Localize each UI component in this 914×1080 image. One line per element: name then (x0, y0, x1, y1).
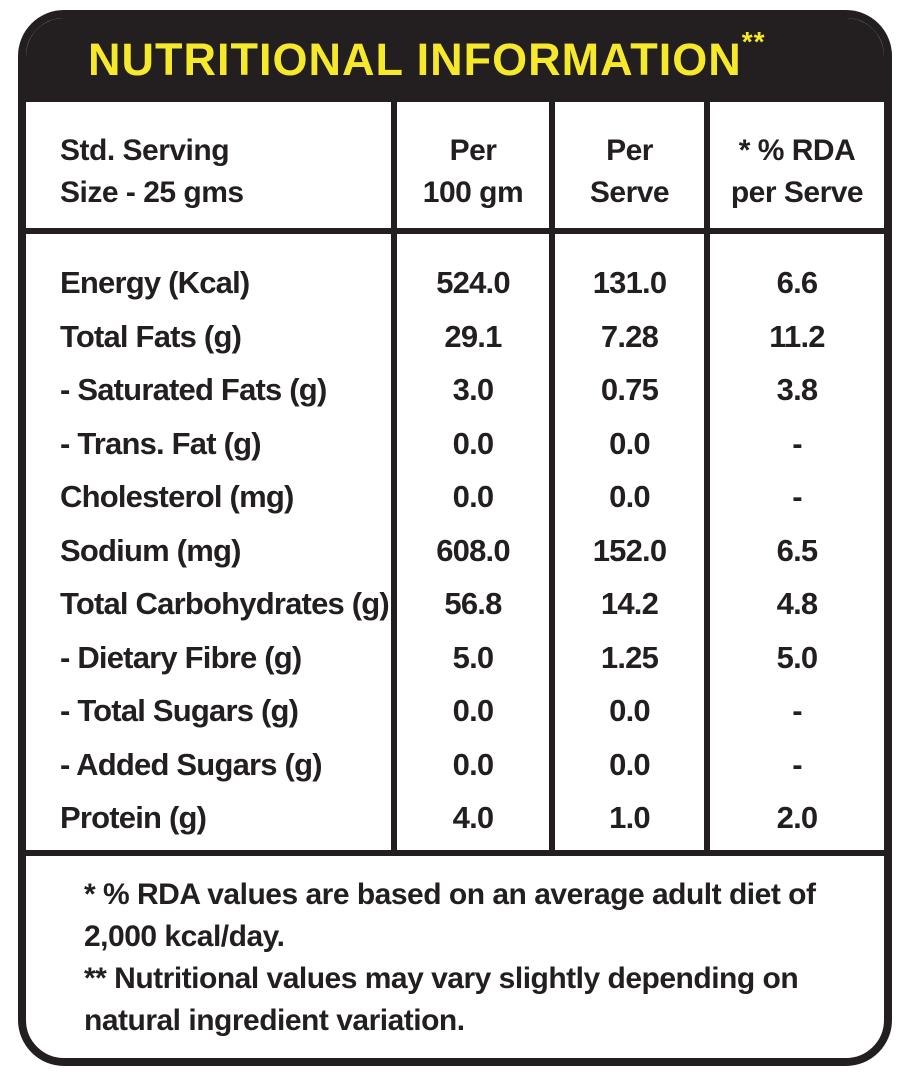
table-row: Cholesterol (mg) 0.0 0.0 - (26, 470, 884, 524)
rda-value: 11.2 (769, 318, 825, 354)
nutrient-label: - Total Sugars (g) (60, 693, 299, 728)
notes-divider (26, 850, 884, 856)
column-divider (391, 102, 397, 856)
per-serve-value: 1.0 (609, 800, 651, 835)
nutrient-label: Sodium (mg) (60, 532, 241, 568)
nutrient-label: Total Carbohydrates (g) (60, 586, 390, 621)
table-row: Total Fats (g) 29.1 7.28 11.2 (26, 310, 884, 364)
per-serve-value: 0.0 (609, 425, 651, 461)
per-100-value: 608.0 (436, 532, 510, 568)
col2-line-1: Per (606, 134, 653, 167)
nutrition-label: NUTRITIONAL INFORMATION** Std. Serving S… (18, 10, 892, 1066)
per-serve-value: 152.0 (592, 532, 667, 568)
column-divider (704, 102, 710, 856)
per-serve-value: 1.25 (600, 639, 659, 675)
title-bar: NUTRITIONAL INFORMATION** (26, 18, 884, 102)
column-header-per-serve: Per Serve (555, 130, 704, 214)
per-serve-value: 0.75 (600, 372, 659, 407)
nutrient-label: - Trans. Fat (g) (60, 425, 262, 461)
column-header-rda: * % RDA per Serve (710, 130, 884, 214)
per-100-value: 524.0 (436, 265, 510, 300)
serving-line-1: Std. Serving (60, 134, 230, 167)
table-row: Energy (Kcal) 524.0 131.0 6.6 (26, 256, 884, 310)
table-row: - Dietary Fibre (g) 5.0 1.25 5.0 (26, 631, 884, 685)
col1-line-1: Per (449, 134, 497, 167)
nutrient-label: - Added Sugars (g) (60, 746, 323, 782)
per-serve-value: 7.28 (600, 318, 659, 354)
table-row: - Total Sugars (g) 0.0 0.0 - (26, 684, 884, 738)
rda-footnote: * % RDA values are based on an average a… (84, 878, 816, 953)
per-100-value: 29.1 (444, 318, 502, 354)
nutrient-label: Total Fats (g) (60, 318, 242, 354)
per-100-value: 4.0 (452, 800, 495, 835)
variation-footnote: ** Nutritional values may vary slightly … (84, 962, 799, 1037)
column-divider (549, 102, 555, 856)
table-row: - Trans. Fat (g) 0.0 0.0 - (26, 417, 884, 471)
nutrient-label: - Dietary Fibre (g) (60, 639, 302, 675)
per-serve-value: 131.0 (592, 265, 667, 300)
per-serve-value: 0.0 (609, 479, 651, 514)
rda-value: - (792, 479, 802, 514)
nutrient-label: Cholesterol (mg) (60, 479, 294, 514)
rda-value: - (792, 693, 802, 728)
table-row: Sodium (mg) 608.0 152.0 6.5 (26, 524, 884, 578)
per-100-value: 0.0 (452, 746, 495, 782)
rda-value: - (792, 746, 802, 782)
table-row: - Added Sugars (g) 0.0 0.0 - (26, 738, 884, 792)
col3-line-2: per Serve (730, 176, 864, 209)
col3-line-1: * % RDA (738, 134, 856, 167)
nutrient-table-body: Energy (Kcal) 524.0 131.0 6.6 Total Fats… (26, 256, 884, 845)
rda-value: 4.8 (776, 586, 819, 621)
title-text: NUTRITIONAL INFORMATION (88, 34, 742, 85)
title-mark: ** (741, 26, 766, 57)
per-100-value: 0.0 (452, 693, 495, 728)
footnotes: * % RDA values are based on an average a… (84, 874, 864, 1042)
per-serve-value: 0.0 (609, 693, 651, 728)
per-100-value: 5.0 (452, 639, 495, 675)
table-row: Protein (g) 4.0 1.0 2.0 (26, 791, 884, 845)
nutrient-label: Protein (g) (60, 800, 207, 835)
per-serve-value: 14.2 (600, 586, 659, 621)
serving-line-2: Size - 25 gms (60, 176, 244, 209)
nutrient-label: - Saturated Fats (g) (60, 372, 327, 407)
col1-line-2: 100 gm (422, 176, 524, 209)
column-header-per-100: Per 100 gm (397, 130, 549, 214)
rda-value: - (792, 425, 802, 461)
per-100-value: 0.0 (452, 425, 495, 461)
page-title: NUTRITIONAL INFORMATION** (88, 18, 766, 102)
header-divider (26, 228, 884, 234)
rda-value: 3.8 (776, 372, 819, 407)
per-serve-value: 0.0 (609, 746, 651, 782)
table-row: Total Carbohydrates (g) 56.8 14.2 4.8 (26, 577, 884, 631)
nutrient-label: Energy (Kcal) (60, 265, 250, 300)
per-100-value: 56.8 (444, 586, 502, 621)
rda-value: 6.6 (776, 265, 819, 300)
table-row: - Saturated Fats (g) 3.0 0.75 3.8 (26, 363, 884, 417)
rda-value: 2.0 (776, 800, 819, 835)
column-header-serving: Std. Serving Size - 25 gms (60, 130, 380, 214)
per-100-value: 3.0 (452, 372, 495, 407)
rda-value: 6.5 (776, 532, 819, 568)
col2-line-2: Serve (589, 176, 670, 209)
rda-value: 5.0 (776, 639, 819, 675)
per-100-value: 0.0 (452, 479, 495, 514)
